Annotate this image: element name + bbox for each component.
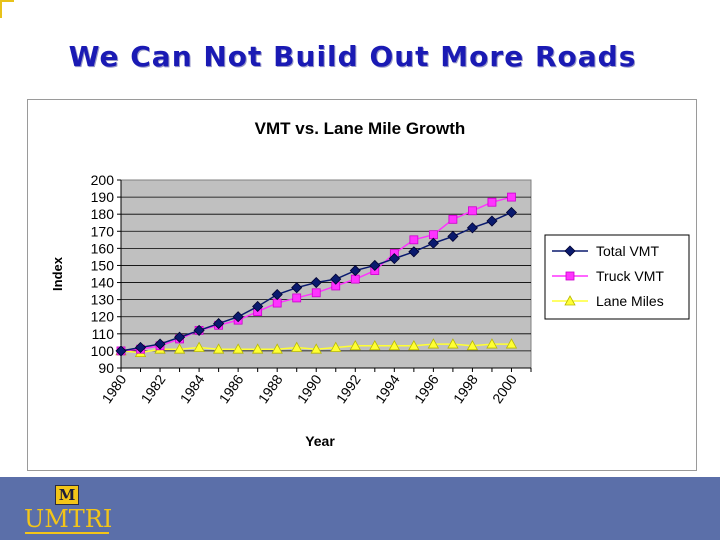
point-truck-vmt-1998 — [468, 206, 477, 216]
point-lane-miles-1989 — [291, 341, 303, 352]
point-total-vmt-1992 — [349, 265, 361, 277]
y-tick-label-170: 170 — [91, 223, 115, 239]
y-tick-label-150: 150 — [91, 257, 115, 273]
legend-label-truck-vmt: Truck VMT — [596, 268, 664, 284]
x-tick-label-1994: 1994 — [372, 371, 403, 406]
point-lane-miles-1991 — [330, 341, 342, 352]
point-total-vmt-1986 — [232, 311, 244, 323]
point-total-vmt-1993 — [369, 259, 381, 272]
y-tick-label-130: 130 — [91, 292, 115, 308]
point-lane-miles-1997 — [447, 338, 459, 349]
point-lane-miles-1987 — [251, 343, 264, 354]
y-tick-label-160: 160 — [91, 240, 115, 256]
point-total-vmt-1989 — [291, 282, 303, 294]
corner-accent — [0, 0, 14, 18]
x-tick-label-1984: 1984 — [177, 371, 208, 406]
point-total-vmt-1997 — [447, 230, 459, 242]
point-total-vmt-1998 — [466, 222, 478, 234]
umich-block-m-logo: M — [55, 485, 79, 505]
footer-bar — [0, 477, 720, 540]
legend-marker-lane-miles — [564, 295, 576, 306]
y-tick-label-120: 120 — [91, 309, 115, 325]
point-truck-vmt-1988 — [272, 298, 282, 308]
x-tick-label-1996: 1996 — [411, 371, 442, 406]
y-tick-label-110: 110 — [92, 326, 115, 342]
point-lane-miles-1992 — [349, 339, 361, 351]
point-lane-miles-1985 — [212, 343, 225, 354]
point-lane-miles-1986 — [232, 343, 244, 354]
x-axis-label: Year — [305, 433, 335, 449]
x-tick-label-1986: 1986 — [216, 371, 247, 406]
point-lane-miles-1995 — [408, 339, 420, 351]
point-truck-vmt-1992 — [350, 274, 360, 284]
x-tick-label-2000: 2000 — [489, 371, 520, 406]
point-truck-vmt-1996 — [428, 230, 438, 240]
point-truck-vmt-1989 — [292, 293, 302, 303]
vmt-lane-mile-chart: VMT vs. Lane Mile Growth Index Year 9010… — [50, 119, 690, 449]
y-tick-label-90: 90 — [98, 360, 114, 376]
point-total-vmt-1999 — [486, 215, 498, 227]
point-lane-miles-1999 — [486, 338, 498, 349]
legend-label-lane-miles: Lane Miles — [596, 293, 664, 309]
y-tick-label-100: 100 — [91, 343, 115, 359]
legend: Total VMT Truck VMT Lane Miles — [544, 234, 690, 320]
point-lane-miles-1990 — [310, 343, 322, 354]
x-tick-label-1992: 1992 — [333, 371, 364, 406]
y-tick-label-190: 190 — [91, 189, 115, 205]
point-truck-vmt-1995 — [409, 235, 419, 245]
x-tick-label-1988: 1988 — [255, 371, 286, 406]
point-truck-vmt-1999 — [487, 197, 497, 207]
chart-title: VMT vs. Lane Mile Growth — [255, 119, 466, 138]
y-tick-label-140: 140 — [91, 275, 115, 291]
point-total-vmt-1995 — [408, 246, 420, 258]
point-lane-miles-1983 — [173, 343, 186, 354]
x-tick-label-1998: 1998 — [450, 371, 481, 406]
slide-title: We Can Not Build Out More Roads — [68, 40, 637, 73]
point-truck-vmt-1990 — [311, 288, 321, 298]
point-total-vmt-1990 — [310, 276, 322, 289]
legend-label-total-vmt: Total VMT — [596, 243, 659, 259]
legend-marker-truck-vmt — [565, 271, 575, 281]
plot-background — [120, 179, 532, 369]
point-total-vmt-1991 — [330, 273, 342, 285]
point-total-vmt-1984 — [193, 324, 205, 336]
chart-panel: VMT vs. Lane Mile Growth Index Year 90 10… — [27, 99, 697, 471]
y-tick-label-180: 180 — [91, 206, 115, 222]
point-total-vmt-1980 — [115, 345, 127, 357]
point-truck-vmt-2000 — [507, 192, 516, 202]
y-tick-label-200: 200 — [91, 172, 115, 188]
point-lane-miles-1996 — [427, 338, 440, 349]
x-tick-label-1982: 1982 — [138, 371, 169, 406]
y-axis-label: Index — [50, 256, 65, 291]
point-lane-miles-1994 — [388, 339, 401, 351]
point-lane-miles-1998 — [466, 339, 479, 351]
point-total-vmt-1988 — [271, 288, 283, 301]
point-total-vmt-1981 — [134, 341, 147, 354]
point-lane-miles-1988 — [271, 343, 283, 354]
point-lane-miles-2000 — [505, 338, 518, 349]
point-total-vmt-1982 — [154, 338, 166, 350]
point-total-vmt-1996 — [427, 237, 439, 249]
point-total-vmt-1994 — [388, 253, 400, 265]
point-lane-miles-1993 — [369, 339, 381, 351]
umtri-logo-text: UMTRI — [24, 505, 113, 533]
point-total-vmt-1987 — [252, 300, 264, 313]
point-total-vmt-1985 — [213, 317, 225, 330]
point-total-vmt-1983 — [174, 331, 186, 343]
point-total-vmt-2000 — [505, 206, 518, 219]
point-truck-vmt-1997 — [448, 214, 458, 224]
point-lane-miles-1984 — [193, 341, 205, 352]
x-tick-label-1980: 1980 — [98, 371, 129, 406]
legend-marker-total-vmt — [564, 245, 576, 257]
logo-underline — [25, 532, 109, 534]
x-tick-label-1990: 1990 — [294, 371, 325, 406]
